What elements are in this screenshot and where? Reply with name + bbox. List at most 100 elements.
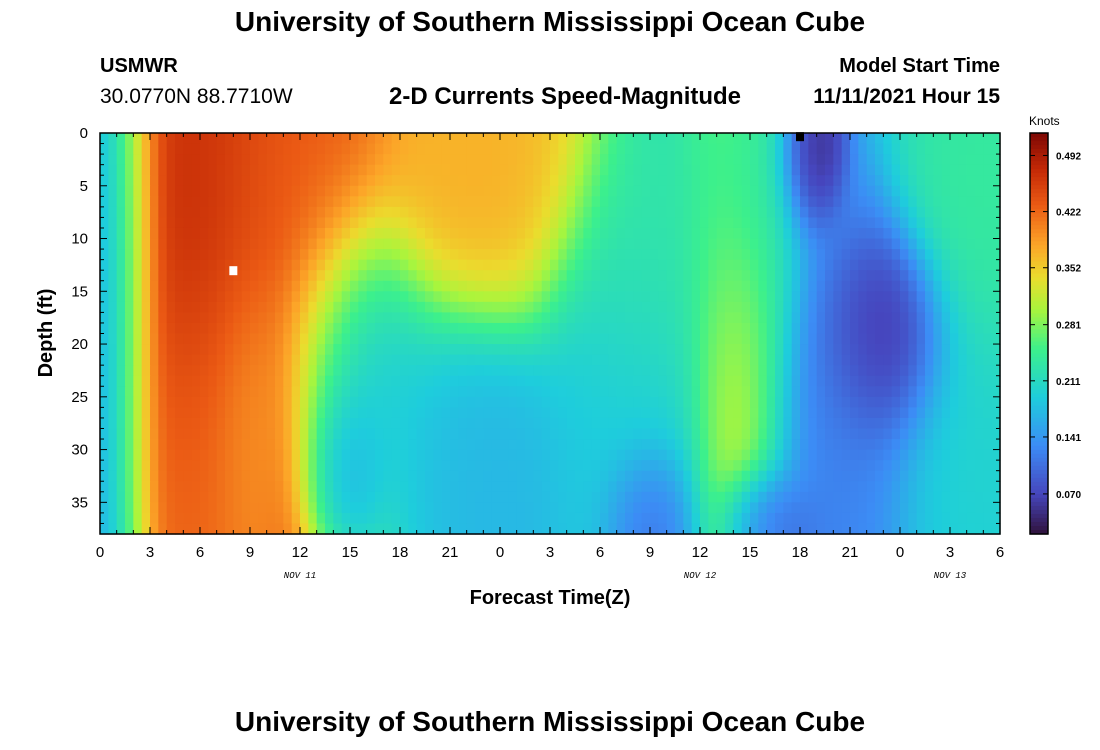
heatmap-cell bbox=[316, 512, 326, 525]
heatmap-cell bbox=[216, 460, 226, 472]
heatmap-cell bbox=[825, 154, 834, 166]
heatmap-cell bbox=[408, 238, 418, 250]
heatmap-cell bbox=[575, 217, 584, 229]
heatmap-cell bbox=[275, 206, 284, 219]
heatmap-cell bbox=[800, 512, 809, 525]
heatmap-cell bbox=[416, 301, 426, 313]
heatmap-cell bbox=[125, 280, 134, 292]
heatmap-cell bbox=[783, 291, 793, 303]
heatmap-cell bbox=[725, 428, 734, 440]
heatmap-cell bbox=[608, 249, 618, 261]
heatmap-cell bbox=[608, 375, 618, 387]
heatmap-cell bbox=[208, 291, 218, 303]
heatmap-cell bbox=[716, 417, 726, 430]
heatmap-cell bbox=[808, 322, 818, 335]
heatmap-cell bbox=[133, 375, 143, 387]
heatmap-cell bbox=[691, 354, 701, 366]
heatmap-cell bbox=[908, 322, 918, 335]
heatmap-cell bbox=[441, 449, 451, 461]
heatmap-cell bbox=[133, 396, 143, 408]
heatmap-cell bbox=[691, 270, 701, 282]
heatmap-cell bbox=[900, 365, 909, 377]
heatmap-cell bbox=[825, 196, 834, 208]
heatmap-cell bbox=[908, 365, 918, 377]
heatmap-cell bbox=[483, 133, 493, 145]
heatmap-cell bbox=[725, 491, 734, 503]
heatmap-cell bbox=[216, 407, 226, 419]
heatmap-cell bbox=[800, 259, 809, 271]
heatmap-cell bbox=[125, 291, 134, 303]
heatmap-cell bbox=[700, 481, 709, 493]
heatmap-cell bbox=[141, 143, 151, 155]
heatmap-cell bbox=[325, 259, 334, 271]
heatmap-cell bbox=[416, 206, 426, 219]
heatmap-cell bbox=[633, 217, 643, 229]
heatmap-cell bbox=[266, 407, 276, 419]
heatmap-cell bbox=[933, 291, 943, 303]
heatmap-cell bbox=[283, 270, 293, 282]
heatmap-cell bbox=[541, 407, 551, 419]
heatmap-cell bbox=[316, 333, 326, 345]
heatmap-cell bbox=[483, 481, 493, 493]
heatmap-cell bbox=[750, 386, 759, 398]
heatmap-cell bbox=[191, 227, 201, 240]
heatmap-cell bbox=[675, 322, 684, 335]
heatmap-cell bbox=[175, 185, 184, 197]
heatmap-cell bbox=[933, 227, 943, 240]
heatmap-cell bbox=[225, 449, 234, 461]
heatmap-cell bbox=[500, 238, 509, 250]
heatmap-cell bbox=[841, 164, 851, 176]
heatmap-cell bbox=[908, 439, 918, 451]
heatmap-cell bbox=[841, 291, 851, 303]
heatmap-cell bbox=[783, 227, 793, 240]
heatmap-cell bbox=[558, 449, 568, 461]
heatmap-cell bbox=[200, 185, 209, 197]
heatmap-cell bbox=[825, 143, 834, 155]
heatmap-cell bbox=[800, 502, 809, 514]
heatmap-cell bbox=[975, 375, 984, 387]
heatmap-cell bbox=[241, 301, 251, 313]
heatmap-cell bbox=[650, 185, 659, 197]
heatmap-cell bbox=[700, 470, 709, 482]
heatmap-cell bbox=[966, 322, 976, 335]
heatmap-cell bbox=[291, 133, 301, 145]
heatmap-cell bbox=[283, 375, 293, 387]
heatmap-cell bbox=[816, 312, 826, 324]
heatmap-cell bbox=[625, 217, 634, 229]
heatmap-cell bbox=[925, 249, 934, 261]
heatmap-cell bbox=[450, 460, 459, 472]
heatmap-cell bbox=[441, 196, 451, 208]
heatmap-cell bbox=[625, 280, 634, 292]
heatmap-cell bbox=[400, 375, 409, 387]
heatmap-cell bbox=[491, 227, 501, 240]
heatmap-cell bbox=[275, 417, 284, 430]
heatmap-cell bbox=[533, 301, 543, 313]
heatmap-cell bbox=[866, 502, 876, 514]
heatmap-cell bbox=[433, 238, 443, 250]
heatmap-cell bbox=[100, 154, 109, 166]
heatmap-cell bbox=[991, 396, 1001, 408]
heatmap-cell bbox=[941, 354, 951, 366]
heatmap-cell bbox=[733, 344, 743, 356]
heatmap-cell bbox=[783, 460, 793, 472]
heatmap-cell bbox=[158, 502, 168, 514]
heatmap-cell bbox=[975, 217, 984, 229]
heatmap-cell bbox=[766, 322, 776, 335]
heatmap-cell bbox=[358, 280, 368, 292]
heatmap-cell bbox=[941, 396, 951, 408]
heatmap-cell bbox=[558, 175, 568, 187]
heatmap-cell bbox=[883, 217, 893, 229]
heatmap-cell bbox=[941, 470, 951, 482]
heatmap-cell bbox=[275, 280, 284, 292]
heatmap-cell bbox=[341, 227, 351, 240]
heatmap-cell bbox=[408, 407, 418, 419]
heatmap-cell bbox=[925, 396, 934, 408]
heatmap-cell bbox=[525, 502, 534, 514]
heatmap-cell bbox=[358, 322, 368, 335]
footer-title: University of Southern Mississippi Ocean… bbox=[234, 706, 866, 737]
heatmap-cell bbox=[908, 428, 918, 440]
heatmap-cell bbox=[825, 491, 834, 503]
heatmap-cell bbox=[483, 227, 493, 240]
heatmap-cell bbox=[291, 428, 301, 440]
heatmap-cell bbox=[575, 154, 584, 166]
